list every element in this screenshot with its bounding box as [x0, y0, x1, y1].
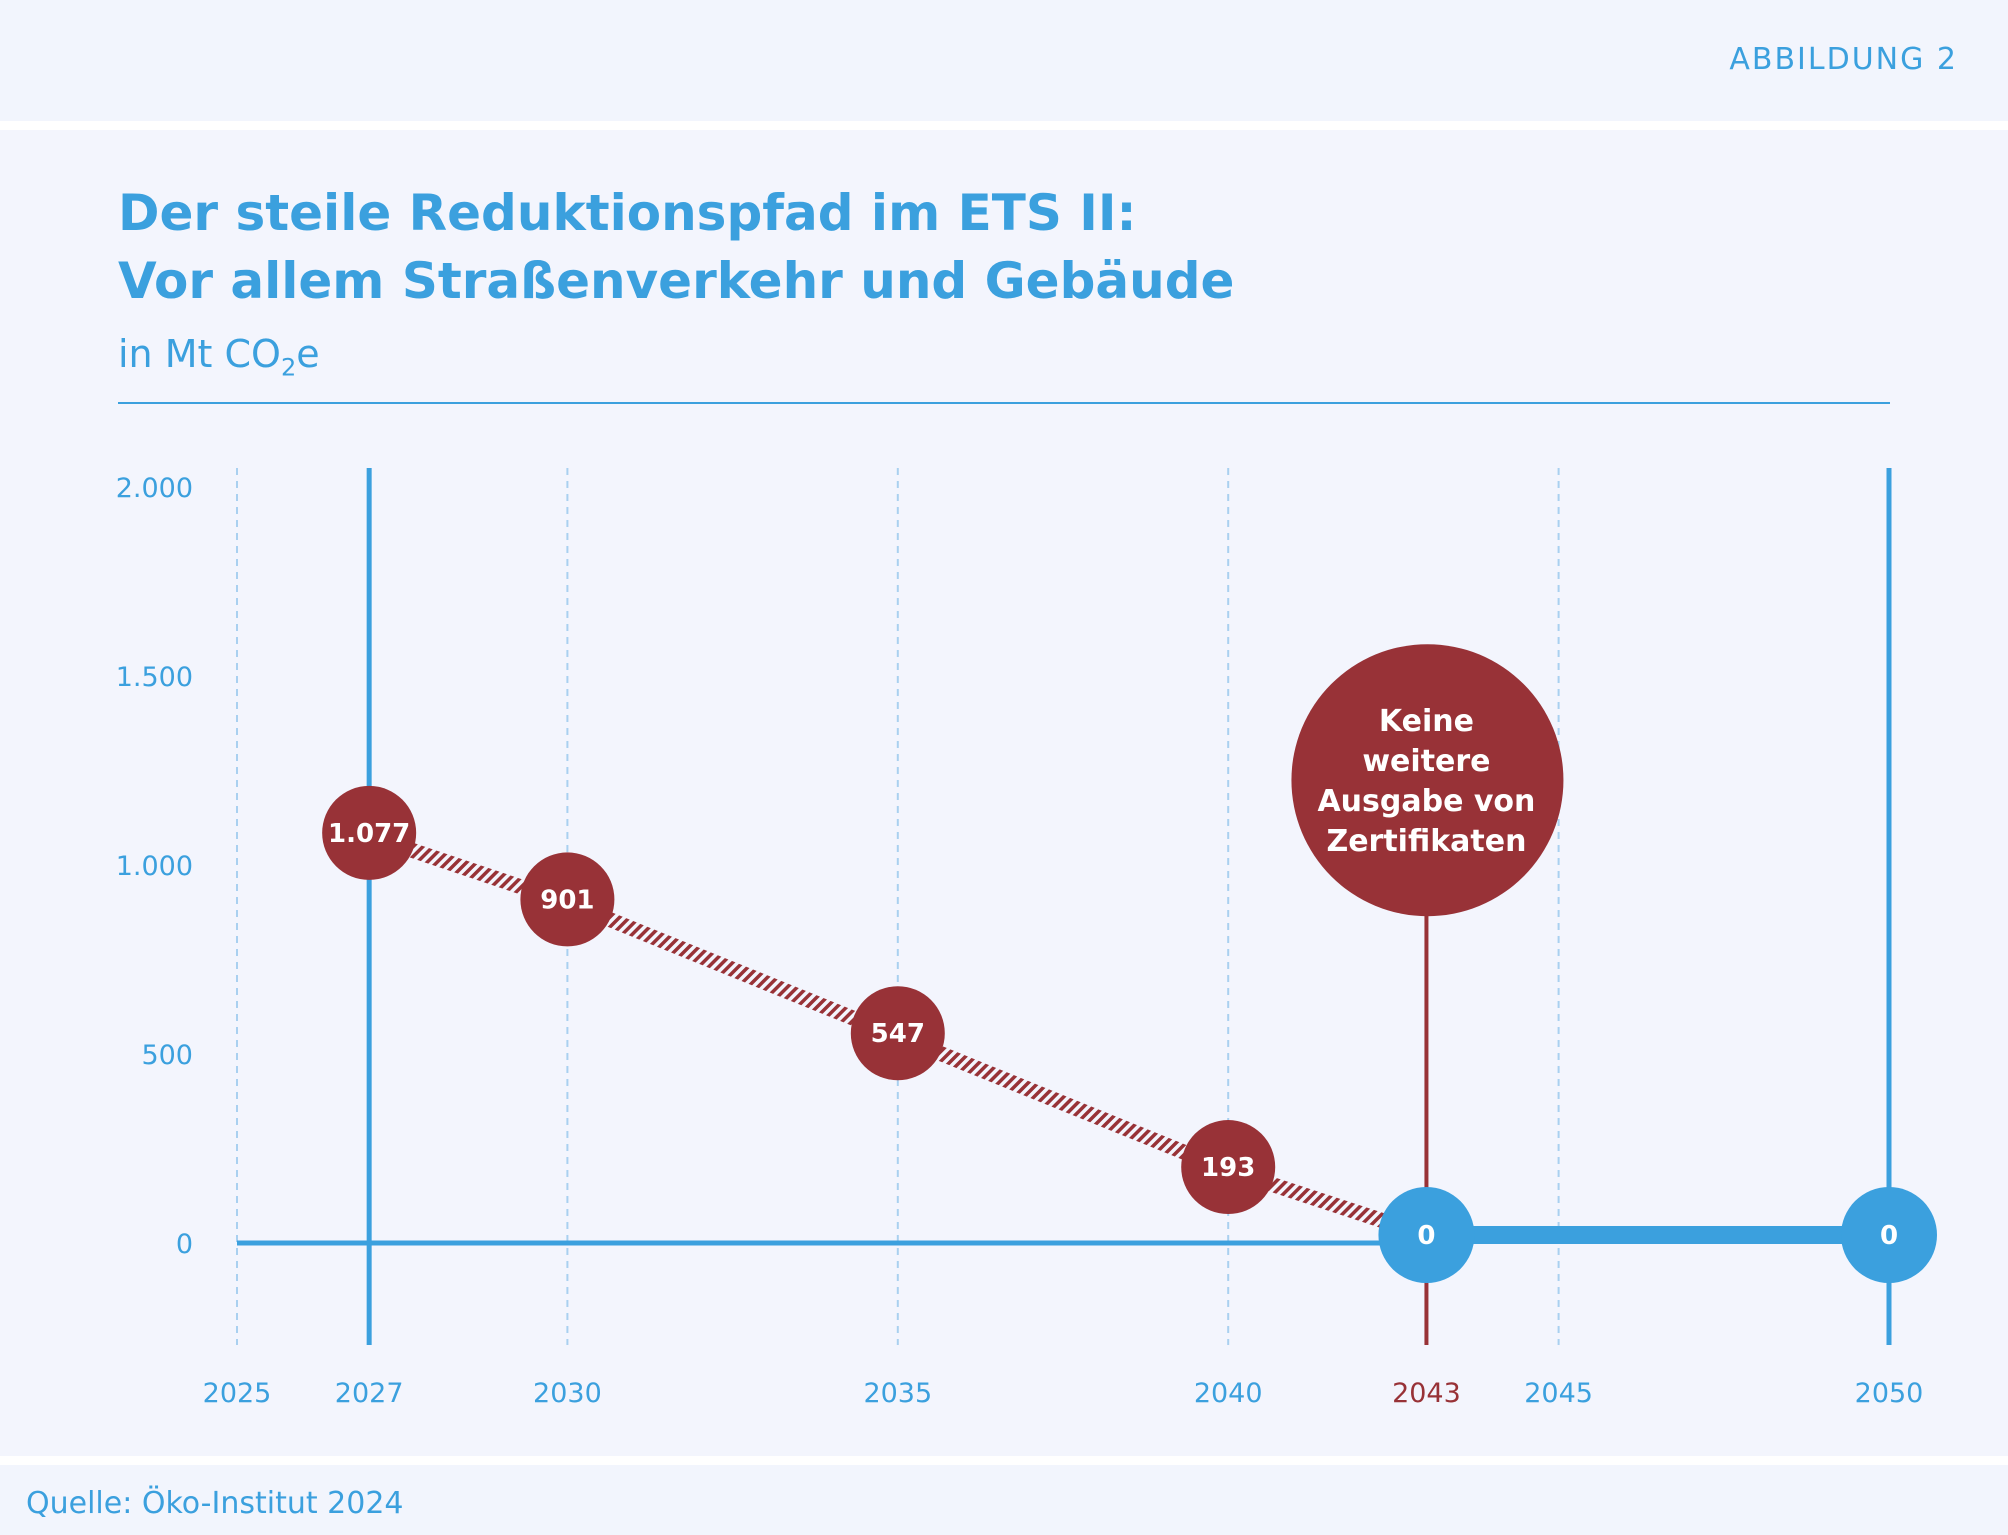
data-point-2030 [520, 852, 615, 947]
x-tick-label-2035: 2035 [863, 1378, 932, 1409]
chart-title: Der steile Reduktionspfad im ETS II: [118, 184, 1137, 242]
annotation-text-line: weitere [1362, 744, 1490, 779]
top-separator [0, 121, 2008, 130]
unit-prefix: in Mt CO [118, 332, 281, 376]
data-point-2035 [850, 986, 945, 1081]
source-note: Quelle: Öko-Institut 2024 [26, 1486, 404, 1521]
unit-label: in Mt CO2e [118, 332, 320, 382]
series-segment [564, 895, 901, 1044]
y-tick-label: 1.000 [116, 851, 193, 882]
y-tick-label: 500 [141, 1040, 193, 1071]
x-tick-label-2040: 2040 [1194, 1378, 1263, 1409]
data-label-2050: 0 [1880, 1221, 1898, 1251]
data-label-2035: 547 [871, 1019, 925, 1049]
annotation-bubble [1291, 644, 1564, 917]
x-tick-label-2025: 2025 [203, 1378, 272, 1409]
data-label-2043: 0 [1417, 1221, 1435, 1251]
unit-suffix: e [296, 332, 320, 376]
x-tick-label-2030: 2030 [533, 1378, 602, 1409]
figure-label: ABBILDUNG 2 [1729, 42, 1958, 77]
bottom-separator [0, 1456, 2008, 1465]
annotation-text-line: Ausgabe von [1317, 784, 1535, 819]
data-point-2027 [322, 785, 417, 880]
annotation-text-line: Zertifikaten [1326, 824, 1526, 859]
annotation-text-line: Keine [1379, 704, 1474, 739]
data-point-2040 [1181, 1120, 1276, 1215]
chart-subtitle: Vor allem Straßenverkehr und Gebäude [118, 252, 1235, 310]
x-tick-label-2050: 2050 [1855, 1378, 1924, 1409]
x-tick-label-2045: 2045 [1524, 1378, 1593, 1409]
data-label-2040: 193 [1201, 1153, 1255, 1183]
y-tick-label: 2.000 [116, 473, 193, 504]
y-tick-label: 1.500 [116, 662, 193, 693]
x-tick-label-2043: 2043 [1392, 1378, 1461, 1409]
series-segment [894, 1029, 1232, 1177]
unit-subscript: 2 [280, 353, 297, 382]
data-point-2043 [1378, 1187, 1475, 1283]
title-rule [118, 402, 1890, 404]
top-bar: ABBILDUNG 2 [0, 0, 2008, 121]
y-tick-label: 0 [176, 1229, 193, 1260]
x-tick-label-2027: 2027 [335, 1378, 404, 1409]
data-label-2027: 1.077 [328, 819, 410, 849]
line-chart: Keine weitere Ausgabe von Zertifikaten 1.077… [116, 468, 1937, 1409]
data-point-2050 [1841, 1187, 1937, 1283]
data-label-2030: 901 [540, 885, 594, 915]
